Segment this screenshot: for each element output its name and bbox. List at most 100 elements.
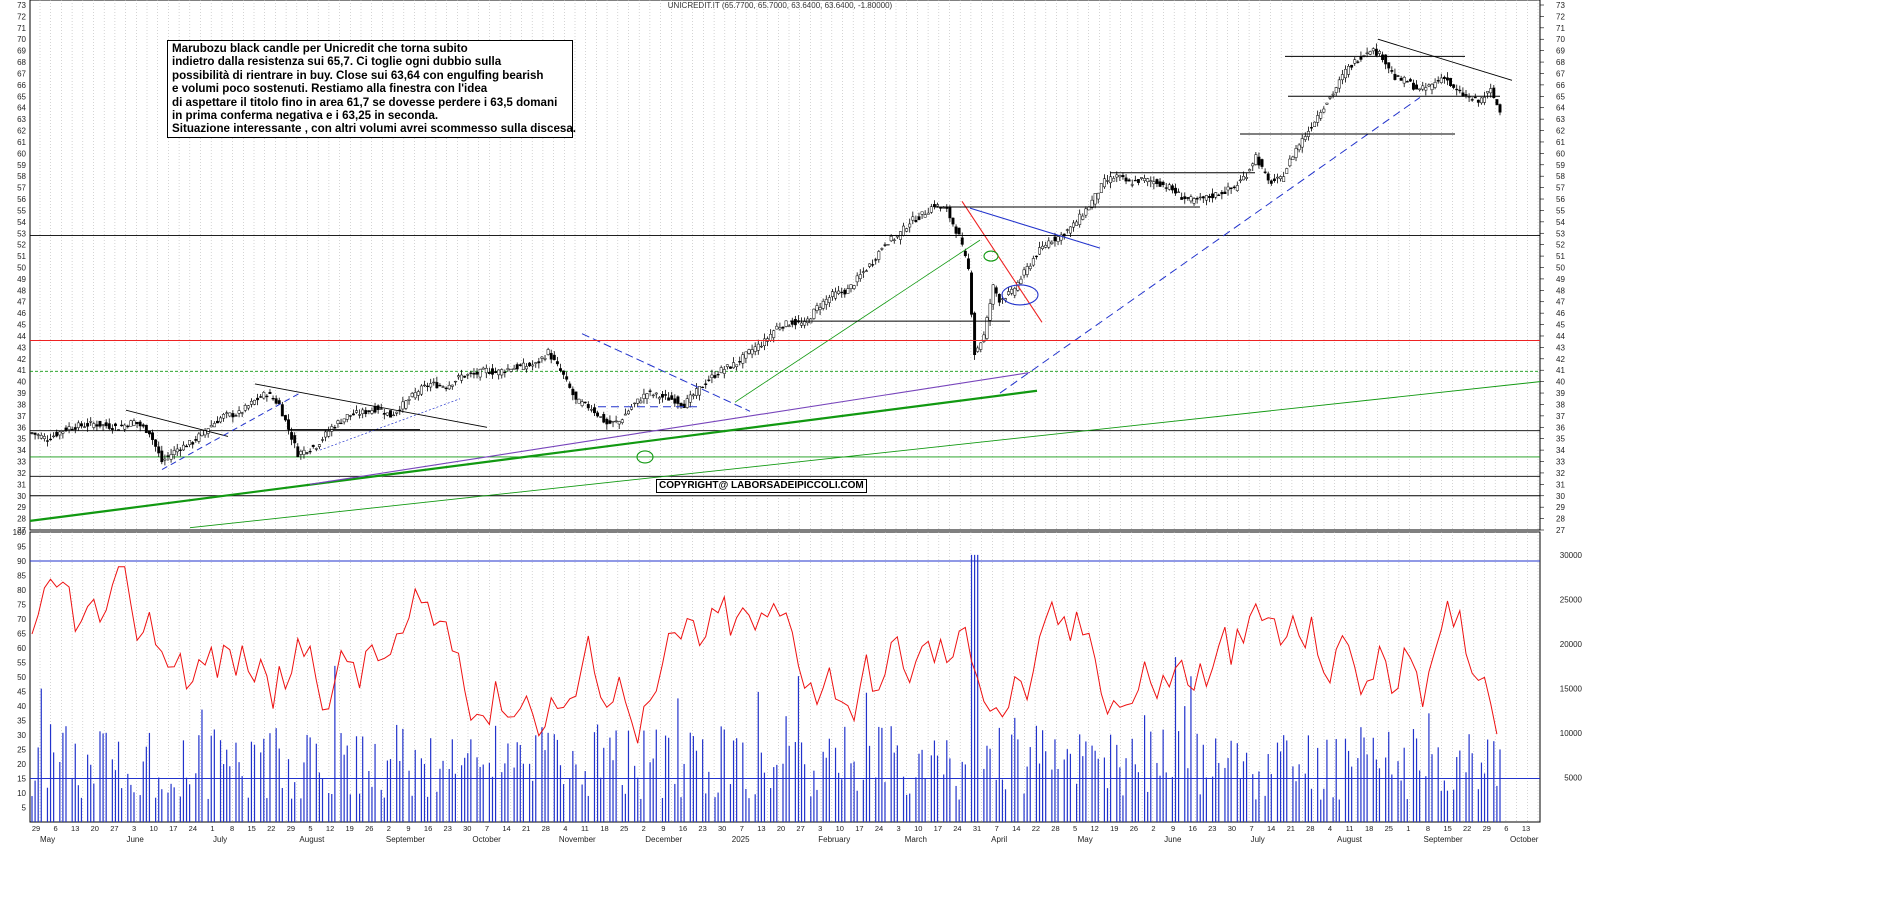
candle-body (559, 368, 562, 371)
candle-body (611, 421, 615, 423)
candle-body (308, 450, 312, 453)
candle-body (1350, 64, 1354, 68)
candle-body (178, 449, 182, 451)
candle-body (951, 217, 955, 225)
y-tick-label-left: 46 (17, 309, 26, 318)
candle-body (1068, 226, 1072, 234)
candle-body (1279, 176, 1283, 180)
candle-body (444, 387, 448, 390)
y-tick-label-left: 57 (17, 184, 26, 193)
candle-body (1062, 233, 1066, 237)
y-tick-label-right: 32 (1556, 469, 1565, 478)
candle-body (113, 423, 117, 427)
y-tick-label-right: 60 (1556, 149, 1565, 158)
candle-body (1143, 178, 1147, 181)
x-tick-label: 13 (71, 824, 79, 833)
candle-body (868, 263, 871, 267)
candle-body (438, 384, 442, 387)
x-tick-label: 3 (132, 824, 136, 833)
x-tick-label: 17 (934, 824, 942, 833)
candle-body (707, 379, 711, 381)
candle-body (688, 394, 692, 403)
candle-body (86, 423, 90, 427)
candle-body (988, 303, 992, 321)
candle-body (222, 414, 226, 419)
chart-header: UNICREDIT.IT (65.7700, 65.7000, 63.6400,… (667, 1, 893, 10)
candle-body (929, 206, 933, 213)
candle-body (1316, 115, 1320, 123)
candle-body (129, 420, 133, 427)
oscillator-tick-label: 45 (17, 688, 26, 697)
x-tick-label: 30 (463, 824, 471, 833)
x-tick-label: 22 (1032, 824, 1040, 833)
candle-body (1220, 192, 1224, 195)
y-tick-label-left: 64 (17, 104, 26, 113)
y-tick-label-left: 51 (17, 252, 26, 261)
month-label: May (1078, 835, 1093, 844)
candle-body (596, 412, 600, 417)
x-tick-label: 12 (1091, 824, 1099, 833)
y-tick-label-left: 44 (17, 332, 26, 341)
candle-body (1217, 194, 1221, 196)
candle-body (914, 220, 918, 222)
candle-body (1353, 59, 1357, 64)
candle-body (497, 369, 501, 376)
candle-body (741, 354, 745, 364)
candle-body (1248, 169, 1252, 172)
y-tick-label-left: 41 (17, 366, 26, 375)
candle-body (1492, 87, 1496, 98)
candle-body (691, 394, 695, 397)
candle-body (756, 343, 760, 351)
x-tick-label: 23 (698, 824, 706, 833)
candle-body (197, 433, 201, 442)
candle-body (1378, 51, 1381, 54)
candle-body (447, 384, 451, 390)
candle-body (636, 398, 640, 404)
x-tick-label: 13 (757, 824, 765, 833)
month-label: 2025 (732, 835, 750, 844)
candle-body (228, 412, 232, 417)
candle-body (1158, 181, 1162, 187)
candle-body (753, 346, 757, 352)
candle-body (701, 386, 705, 389)
price-panel-frame (29, 0, 1541, 531)
x-tick-label: 17 (855, 824, 863, 833)
y-tick-label-left: 72 (17, 12, 26, 21)
month-label: July (213, 835, 227, 844)
candle-body (76, 422, 80, 428)
blue-dashed-uptrend (999, 97, 1421, 394)
candle-body (1174, 187, 1177, 194)
y-tick-label-left: 27 (17, 526, 26, 535)
x-tick-label: 5 (308, 824, 312, 833)
candle-body (413, 392, 417, 399)
candle-body (908, 223, 912, 228)
x-tick-label: 2 (1151, 824, 1155, 833)
y-tick-label-left: 38 (17, 400, 26, 409)
y-tick-label-left: 67 (17, 69, 26, 78)
candle-body (327, 430, 331, 437)
candle-body (487, 371, 491, 374)
y-tick-label-right: 41 (1556, 366, 1565, 375)
candle-body (234, 415, 238, 417)
candle-body (1223, 191, 1227, 194)
candle-body (101, 424, 105, 426)
month-label: June (126, 835, 144, 844)
candle-body (259, 396, 263, 398)
candle-body (348, 415, 352, 417)
candle-body (1019, 278, 1023, 284)
candle-body (1130, 184, 1134, 186)
candle-body (1285, 168, 1289, 174)
candle-body (778, 327, 782, 330)
candle-body (1415, 84, 1419, 90)
y-tick-label-right: 72 (1556, 12, 1565, 21)
candle-body (1303, 136, 1307, 140)
candle-body (963, 250, 967, 257)
x-tick-label: 18 (1365, 824, 1373, 833)
candle-body (435, 382, 439, 389)
candle-body (1495, 99, 1499, 105)
x-tick-label: 23 (444, 824, 452, 833)
candle-body (1053, 236, 1057, 242)
candle-body (243, 405, 247, 411)
candle-body (188, 440, 192, 446)
candle-body (1124, 177, 1128, 182)
